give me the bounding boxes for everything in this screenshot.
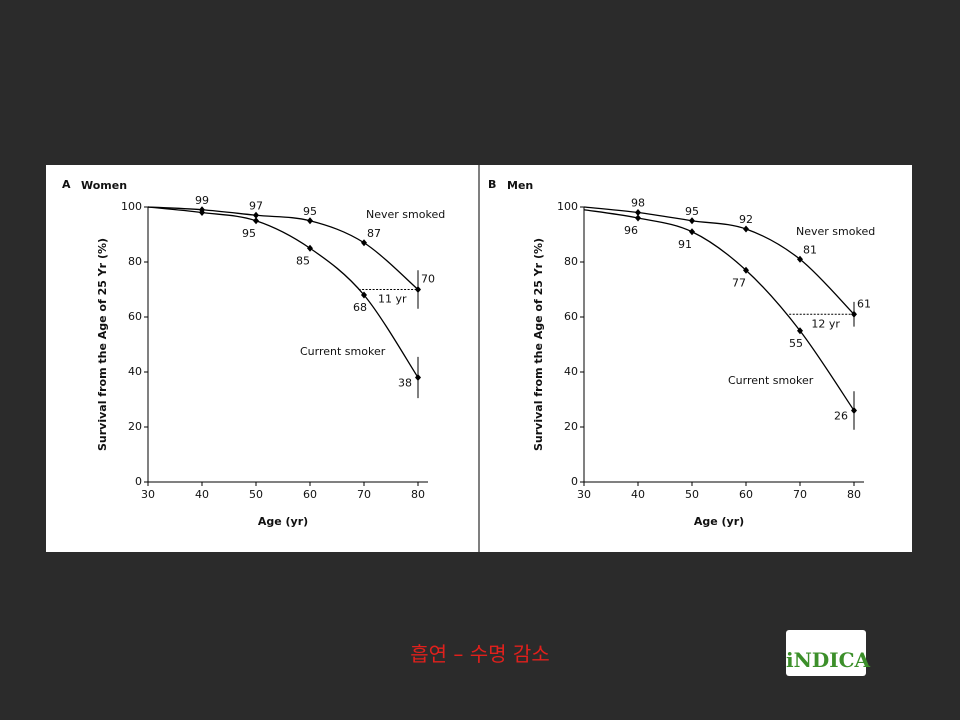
y-tick-label: 0 [571, 475, 578, 488]
x-tick-label: 70 [357, 488, 371, 501]
point-marker [689, 217, 695, 225]
series-name: Never smoked [366, 208, 445, 221]
value-label: 95 [242, 227, 256, 240]
value-label: 99 [195, 194, 209, 207]
value-label: 97 [249, 199, 263, 212]
point-marker [361, 291, 367, 299]
x-tick-label: 30 [141, 488, 155, 501]
point-marker [743, 225, 749, 233]
point-marker [635, 214, 641, 222]
y-tick-label: 100 [557, 200, 578, 213]
y-axis-label: Survival from the Age of 25 Yr (%) [96, 238, 109, 451]
panel-title: Men [507, 179, 533, 192]
series-name: Current smoker [300, 345, 386, 358]
series-name: Never smoked [796, 225, 875, 238]
point-marker [307, 217, 313, 225]
logo: iNDICA [786, 630, 870, 676]
x-tick-label: 70 [793, 488, 807, 501]
series-name: Current smoker [728, 374, 814, 387]
value-label: 95 [303, 205, 317, 218]
value-label: 92 [739, 213, 753, 226]
y-tick-label: 40 [128, 365, 142, 378]
x-axis-label: Age (yr) [258, 515, 308, 528]
point-marker [743, 266, 749, 274]
point-marker [199, 209, 205, 216]
y-tick-label: 80 [564, 255, 578, 268]
value-label: 68 [353, 301, 367, 314]
value-label: 85 [296, 254, 310, 267]
point-marker [797, 255, 803, 263]
x-axis-label: Age (yr) [694, 515, 744, 528]
x-tick-label: 50 [249, 488, 263, 501]
value-label: 96 [624, 224, 638, 237]
point-marker [361, 239, 367, 247]
point-marker [635, 209, 641, 216]
point-marker [307, 244, 313, 252]
point-marker [689, 228, 695, 236]
x-tick-label: 60 [303, 488, 317, 501]
caption: 흡연 – 수명 감소 [410, 642, 550, 666]
panel-letter: A [62, 178, 71, 191]
x-tick-label: 30 [577, 488, 591, 501]
x-tick-label: 40 [195, 488, 209, 501]
x-tick-label: 60 [739, 488, 753, 501]
value-label: 70 [421, 273, 435, 286]
value-label: 55 [789, 337, 803, 350]
point-marker [253, 211, 259, 219]
point-marker [253, 217, 259, 225]
y-tick-label: 100 [121, 200, 142, 213]
gap-label: 12 yr [811, 317, 840, 330]
point-marker [797, 327, 803, 335]
x-tick-label: 80 [847, 488, 861, 501]
value-label: 81 [803, 243, 817, 256]
value-label: 87 [367, 227, 381, 240]
value-label: 77 [732, 276, 746, 289]
survival-line [583, 206, 855, 315]
survival-line [147, 206, 419, 290]
y-axis-label: Survival from the Age of 25 Yr (%) [532, 238, 545, 451]
panel-title: Women [81, 179, 127, 192]
value-label: 26 [834, 410, 848, 423]
y-tick-label: 20 [128, 420, 142, 433]
value-label: 95 [685, 205, 699, 218]
y-tick-label: 40 [564, 365, 578, 378]
y-tick-label: 60 [128, 310, 142, 323]
y-tick-label: 0 [135, 475, 142, 488]
x-tick-label: 80 [411, 488, 425, 501]
panel-letter: B [488, 178, 496, 191]
x-tick-label: 40 [631, 488, 645, 501]
y-tick-label: 80 [128, 255, 142, 268]
value-label: 61 [857, 297, 871, 310]
gap-label: 11 yr [378, 293, 407, 306]
y-tick-label: 20 [564, 420, 578, 433]
value-label: 38 [398, 377, 412, 390]
x-tick-label: 50 [685, 488, 699, 501]
value-label: 91 [678, 238, 692, 251]
value-label: 98 [631, 197, 645, 210]
y-tick-label: 60 [564, 310, 578, 323]
